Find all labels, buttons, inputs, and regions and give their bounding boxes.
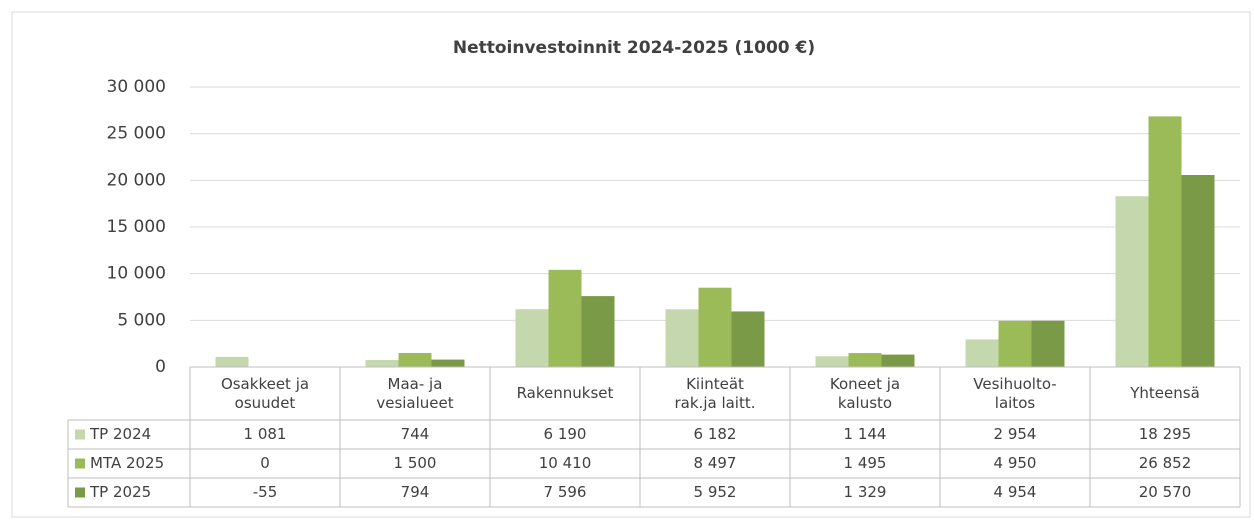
legend-label: MTA 2025 [90, 454, 164, 472]
y-tick-label: 0 [155, 357, 166, 377]
bar [365, 360, 399, 367]
chart-border [11, 11, 1251, 518]
chart-title: Nettoinvestoinnit 2024-2025 (1000 €) [453, 38, 815, 58]
data-label: -55 [253, 483, 278, 501]
bar [1148, 116, 1182, 367]
x-tick-label: Yhteensä [1130, 384, 1200, 402]
data-label: 18 295 [1139, 425, 1192, 443]
data-label: 4 954 [994, 483, 1037, 501]
legend-label: TP 2025 [89, 483, 151, 501]
category-cell: Kiinteät rak.ja laitt. [674, 374, 756, 412]
data-label: 1 495 [844, 454, 887, 472]
bar [548, 269, 582, 367]
bar [881, 354, 915, 367]
data-label: 8 497 [694, 454, 737, 472]
bar [215, 356, 249, 367]
data-label: 0 [260, 454, 270, 472]
bar [665, 309, 699, 367]
bar [431, 359, 465, 367]
bar [998, 320, 1032, 367]
x-tick-label: Kiinteät rak.ja laitt. [674, 374, 756, 412]
y-tick-label: 5 000 [117, 310, 166, 330]
data-label: 7 596 [544, 483, 587, 501]
category-cell: Rakennukset [516, 384, 614, 402]
legend-key [75, 487, 85, 498]
bar [815, 356, 849, 367]
legend-key [75, 458, 85, 469]
x-tick-label: Rakennukset [516, 384, 614, 402]
y-tick-label: 10 000 [107, 264, 166, 284]
category-cell: Yhteensä [1130, 384, 1200, 402]
legend-key [75, 429, 85, 440]
data-label: 1 144 [844, 425, 887, 443]
bar [731, 311, 765, 367]
bar [398, 353, 432, 367]
data-label: 6 190 [544, 425, 587, 443]
data-label: 4 950 [994, 454, 1037, 472]
category-cell: Maa- ja vesialueet [376, 374, 454, 412]
data-label: 794 [401, 483, 430, 501]
y-tick-label: 20 000 [107, 170, 166, 190]
bar [1031, 320, 1065, 367]
category-cell: Vesihuolto- laitos [973, 374, 1057, 412]
data-label: 2 954 [994, 425, 1037, 443]
bar [1115, 196, 1149, 367]
category-cell: Koneet ja kalusto [829, 374, 901, 412]
y-tick-label: 15 000 [107, 217, 166, 237]
data-label: 744 [401, 425, 430, 443]
bar [698, 287, 732, 367]
legend-label: TP 2024 [89, 425, 151, 443]
bar [581, 296, 615, 367]
bar [965, 339, 999, 367]
x-tick-label: Osakkeet ja osuudet [220, 374, 310, 412]
x-tick-label: Maa- ja vesialueet [376, 374, 454, 412]
category-cell: Osakkeet ja osuudet [220, 374, 310, 412]
data-label: 20 570 [1139, 483, 1192, 501]
bar [848, 353, 882, 367]
data-label: 1 329 [844, 483, 887, 501]
data-label: 26 852 [1139, 454, 1192, 472]
bar [1181, 175, 1215, 367]
bar [515, 309, 549, 367]
data-label: 6 182 [694, 425, 737, 443]
x-tick-label: Koneet ja kalusto [829, 374, 901, 412]
data-label: 1 081 [244, 425, 287, 443]
data-label: 5 952 [694, 483, 737, 501]
y-tick-label: 30 000 [107, 77, 166, 97]
data-label: 10 410 [539, 454, 592, 472]
x-tick-label: Vesihuolto- laitos [973, 374, 1057, 412]
y-tick-label: 25 000 [107, 124, 166, 144]
data-label: 1 500 [394, 454, 437, 472]
